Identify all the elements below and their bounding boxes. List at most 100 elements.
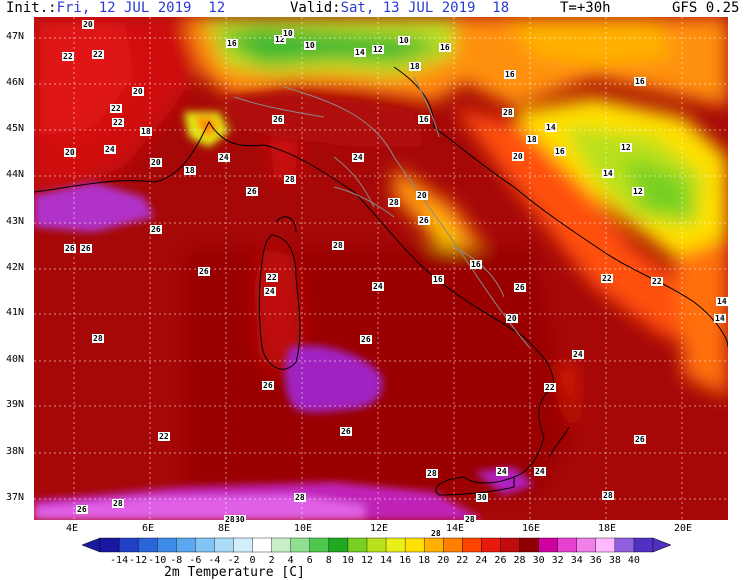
colorbar-tick-label: 8: [326, 555, 332, 566]
temperature-value-label: 28: [426, 469, 438, 478]
temperature-value-label: 26: [150, 225, 162, 234]
temperature-value-label: 24: [534, 467, 546, 476]
colorbar-swatch: [328, 537, 349, 553]
temperature-value-label: 12: [372, 45, 384, 54]
temperature-value-label: 14: [716, 297, 728, 306]
model-name: GFS 0.25: [672, 0, 740, 16]
colorbar-swatch: [252, 537, 273, 553]
temperature-value-label: 26: [634, 435, 646, 444]
temperature-value-label: 20: [150, 158, 162, 167]
colorbar-tick-label: 4: [288, 555, 294, 566]
colorbar-swatch: [519, 537, 540, 553]
colorbar-tick-label: -10: [148, 555, 166, 566]
temperature-value-label: 28: [388, 198, 400, 207]
colorbar-tick-label: 32: [552, 555, 564, 566]
init-label: Init.:: [6, 0, 57, 16]
colorbar-tick-label: 14: [380, 555, 392, 566]
temperature-value-label: 28: [224, 515, 236, 524]
temperature-value-label: 10: [282, 29, 294, 38]
latitude-label: 41N: [6, 307, 25, 318]
colorbar-swatch: [176, 537, 197, 553]
temperature-value-label: 18: [140, 127, 152, 136]
temperature-labels: 20 22 22 16 12 10 10 14 12 10 16 18 16 20 22 22 18 24 20 20…: [34, 17, 728, 538]
latitude-label: 37N: [6, 492, 25, 503]
temperature-value-label: 30: [476, 493, 488, 502]
colorbar-swatch: [557, 537, 578, 553]
longitude-label: 14E: [446, 523, 465, 534]
colorbar-swatch: [157, 537, 177, 553]
temperature-value-label: 12: [274, 35, 286, 44]
colorbar-swatch: [366, 537, 387, 553]
temperature-value-label: 26: [418, 216, 430, 225]
temperature-value-label: 22: [601, 274, 613, 283]
temperature-value-label: 28: [430, 529, 442, 538]
temperature-value-label: 28: [464, 515, 476, 524]
colorbar-tick-label: -8: [170, 555, 182, 566]
temperature-value-label: 22: [651, 277, 663, 286]
temperature-value-label: 24: [218, 153, 230, 162]
temperature-value-label: 24: [104, 145, 116, 154]
init-time: Init.:Fri, 12 JUL 2019 12: [6, 0, 225, 16]
temperature-value-label: 26: [246, 187, 258, 196]
longitude-label: 16E: [522, 523, 541, 534]
colorbar-tick-label: 16: [399, 555, 411, 566]
coastlines: [34, 66, 728, 496]
temperature-value-label: 16: [418, 115, 430, 124]
temperature-value-label: 26: [80, 244, 92, 253]
colorbar-swatch: [538, 537, 559, 553]
latitude-label: 47N: [6, 31, 25, 42]
valid-value: Sat, 13 JUL 2019 18: [340, 0, 510, 16]
temperature-value-label: 26: [64, 244, 76, 253]
colorbar-tick-label: 0: [250, 555, 256, 566]
longitude-label: 6E: [142, 523, 155, 534]
temperature-value-label: 22: [92, 50, 104, 59]
temperature-value-label: 26: [262, 381, 274, 390]
colorbar-tick-label: 24: [475, 555, 487, 566]
colorbar-swatch: [290, 537, 311, 553]
temperature-value-label: 24: [372, 282, 384, 291]
colorbar-tick-label: 12: [361, 555, 373, 566]
longitude-label: 20E: [674, 523, 693, 534]
longitude-label: 8E: [218, 523, 231, 534]
colorbar-tick-label: 6: [307, 555, 313, 566]
graticule: [34, 17, 728, 520]
latitude-label: 42N: [6, 262, 25, 273]
temperature-value-label: 10: [398, 36, 410, 45]
colorbar-swatch: [195, 537, 216, 553]
colorbar-swatch: [633, 537, 654, 553]
latitude-label: 43N: [6, 216, 25, 227]
colorbar-swatch: [481, 537, 502, 553]
temperature-value-label: 14: [354, 48, 366, 57]
temperature-value-label: 24: [264, 287, 276, 296]
temperature-colorbar: -14 -12 -10 -8 -6 -4 -2 0 2 4 6 8 10 12 14 16 18 20 22 24 26…: [81, 537, 672, 566]
temperature-value-label: 22: [544, 383, 556, 392]
latitude-label: 45N: [6, 123, 25, 134]
colorbar-swatch: [214, 537, 235, 553]
colorbar-tick-label: 34: [571, 555, 583, 566]
colorbar-tick-label: 30: [533, 555, 545, 566]
colorbar-swatch: [614, 537, 635, 553]
colorbar-tick-label: -4: [208, 555, 220, 566]
colorbar-swatch: [271, 537, 292, 553]
colorbar-tick-label: 22: [456, 555, 468, 566]
longitude-label: 10E: [294, 523, 313, 534]
colorbar-swatch: [233, 537, 254, 553]
colorbar-tick-label: -12: [129, 555, 147, 566]
temperature-value-label: 28: [284, 175, 296, 184]
colorbar-swatch: [462, 537, 483, 553]
colorbar-swatch: [347, 537, 368, 553]
colorbar-swatch: [595, 537, 616, 553]
lead-time: T=+30h: [560, 0, 611, 16]
temperature-value-label: 22: [62, 52, 74, 61]
init-value: Fri, 12 JUL 2019 12: [56, 0, 226, 16]
colorbar-swatch: [137, 537, 158, 553]
colorbar-tick-label: -2: [227, 555, 239, 566]
colorbar-tick-label: 20: [437, 555, 449, 566]
temperature-value-label: 12: [620, 143, 632, 152]
valid-time: Valid:Sat, 13 JUL 2019 18: [290, 0, 509, 16]
colorbar-swatch: [118, 537, 139, 553]
temperature-value-label: 20: [512, 152, 524, 161]
colorbar-tick-label: 18: [418, 555, 430, 566]
colorbar-tick-label: 28: [513, 555, 525, 566]
colorbar-tick-label: 26: [494, 555, 506, 566]
